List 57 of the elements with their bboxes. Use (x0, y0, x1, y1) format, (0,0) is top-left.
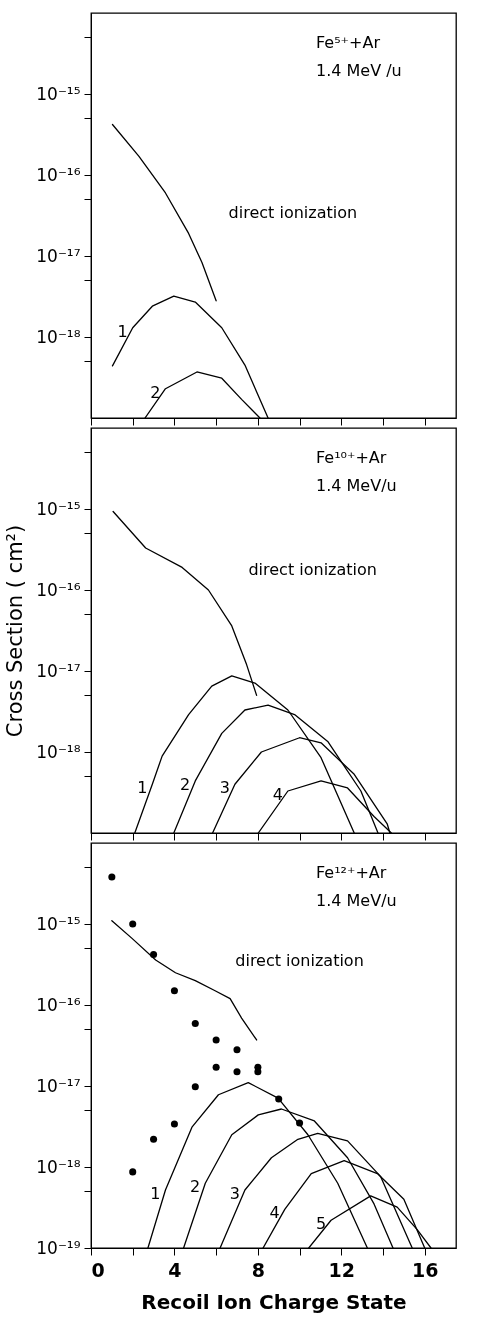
series-label: 1 (137, 778, 148, 798)
series-label: 1 (150, 1184, 161, 1203)
point (233, 1046, 241, 1054)
y-tick-label: 10⁻¹⁸ (36, 741, 81, 762)
point (191, 1083, 199, 1091)
y-tick-label: 10⁻¹⁹ (36, 1237, 81, 1258)
y-tick-label: 10⁻¹⁶ (36, 579, 81, 600)
x-tick-label: 12 (328, 1258, 356, 1281)
y-tick-label: 10⁻¹⁸ (36, 1156, 81, 1177)
annotation: 1.4 MeV/u (316, 476, 397, 495)
point (254, 1068, 262, 1076)
series-label: 2 (190, 1177, 201, 1197)
annotation: Fe¹²⁺+Ar (316, 863, 387, 882)
series-label: direct ionization (235, 950, 364, 970)
point (150, 1135, 158, 1143)
point (129, 1168, 137, 1176)
point (296, 1119, 304, 1127)
point (275, 1095, 283, 1103)
point (191, 1020, 199, 1028)
point (108, 873, 116, 881)
y-tick-label: 10⁻¹⁶ (36, 164, 81, 185)
y-tick-label: 10⁻¹⁶ (36, 994, 81, 1015)
text: direct ionization (248, 560, 377, 579)
point (150, 950, 158, 959)
annotation: Fe⁵⁺+Ar (316, 33, 381, 52)
series-label: 4 (269, 1203, 280, 1223)
annotation: 1.4 MeV /u (316, 61, 402, 80)
point (212, 1063, 220, 1071)
point (129, 920, 137, 928)
series-label: 3 (229, 1184, 240, 1203)
point (170, 987, 178, 995)
y-tick-label: 10⁻¹⁷ (36, 245, 81, 266)
annotation: Fe¹⁰⁺+Ar (316, 448, 387, 467)
x-tick-label: 16 (411, 1258, 439, 1281)
y-tick-label: 10⁻¹⁵ (36, 498, 81, 519)
y-tick-label: 10⁻¹⁷ (36, 1075, 81, 1096)
point (212, 1036, 220, 1044)
y-tick-label: 10⁻¹⁷ (36, 660, 81, 681)
point (233, 1068, 241, 1076)
y-axis-title: Cross Section ( cm²) (3, 524, 28, 738)
x-tick-label: 8 (251, 1258, 265, 1281)
y-tick-label: 10⁻¹⁵ (36, 913, 81, 934)
text: direct ionization (228, 203, 358, 223)
point (170, 1120, 178, 1128)
x-tick-label: 4 (168, 1258, 182, 1281)
x-tick-label: 0 (91, 1258, 105, 1281)
series-label: 3 (219, 778, 230, 798)
series-label: 2 (180, 774, 191, 794)
series-label: 5 (315, 1214, 327, 1234)
annotation: 1.4 MeV/u (316, 891, 397, 910)
series-label: 1 (117, 321, 128, 341)
series-label: 4 (272, 785, 283, 804)
y-tick-label: 10⁻¹⁵ (36, 83, 81, 104)
y-tick-label: 10⁻¹⁸ (36, 326, 81, 347)
series-label: 2 (150, 382, 161, 402)
x-axis-title: Recoil Ion Charge State (141, 1289, 407, 1314)
line-series (111, 123, 217, 302)
